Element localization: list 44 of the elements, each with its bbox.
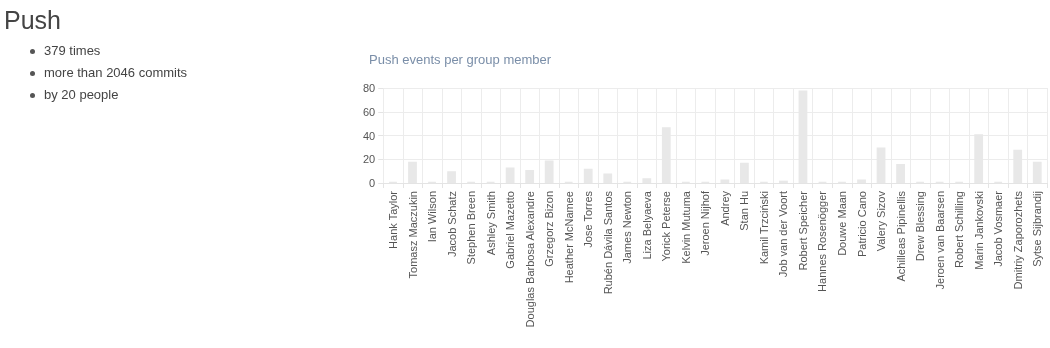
x-tick-label: Ian Wilson bbox=[426, 191, 439, 243]
x-tick-label: Job van der Voort bbox=[777, 191, 790, 278]
x-tick-label: Marin Jankovski bbox=[972, 191, 985, 270]
x-tick-label: Ashley Smith bbox=[484, 191, 497, 256]
x-tick-label: Robert Speicher bbox=[796, 190, 809, 271]
x-tick-label: Liza Belyaeva bbox=[640, 190, 653, 260]
x-tick-label: Andrey bbox=[718, 190, 731, 226]
x-tick-label: Valery Sizov bbox=[875, 190, 888, 252]
y-tick-label: 80 bbox=[362, 82, 376, 94]
x-tick-label: Patricio Cano bbox=[855, 191, 868, 258]
y-tick-label: 40 bbox=[362, 129, 376, 142]
x-tick-label: Heather McNamee bbox=[562, 191, 575, 284]
y-tick-label: 20 bbox=[362, 153, 376, 166]
x-tick-label: Douglas Barbosa Alexandre bbox=[523, 191, 536, 328]
x-tick-label: Jacob Schatz bbox=[445, 191, 458, 258]
y-tick-label: 60 bbox=[362, 105, 376, 118]
x-tick-label: Jeroen Nijhof bbox=[699, 190, 712, 256]
x-tick-label: Kamil Trzciński bbox=[757, 191, 770, 265]
text: 379 times bbox=[44, 42, 101, 60]
x-tick-label: Stan Hu bbox=[738, 191, 751, 231]
text: by 20 people bbox=[44, 86, 119, 104]
x-tick-label: Jose Torres bbox=[582, 190, 595, 248]
x-tick-label: Gabriel Mazetto bbox=[504, 191, 517, 269]
x-tick-label: Grzegorz Bizon bbox=[543, 191, 556, 267]
x-tick-label: Hank Taylor bbox=[387, 190, 399, 249]
x-tick-label: Rubén Dávila Santos bbox=[601, 190, 614, 295]
x-tick-label: Douwe Maan bbox=[836, 191, 849, 256]
x-tick-label: Robert Schilling bbox=[953, 191, 966, 269]
x-tick-label: Kelvin Mutuma bbox=[679, 190, 692, 264]
chart-subtitle: Push events per group member bbox=[369, 52, 552, 67]
x-tick-label: Tomasz Maczukin bbox=[406, 191, 419, 279]
text: more than 2046 commits bbox=[44, 64, 188, 82]
x-tick-label: Achilleas Pipinellis bbox=[894, 190, 907, 282]
x-tick-label: Hannes Rosenögger bbox=[816, 190, 829, 292]
x-tick-label: Sytse Sijbrandij bbox=[1031, 191, 1044, 267]
y-tick-label: 0 bbox=[369, 177, 376, 189]
x-tick-label: Yorick Peterse bbox=[660, 191, 673, 262]
x-tick-label: James Newton bbox=[621, 191, 634, 264]
text: Push bbox=[4, 6, 61, 35]
x-tick-label: Dmitriy Zaporozhets bbox=[1011, 190, 1024, 290]
x-tick-label: Jacob Vosmaer bbox=[992, 190, 1005, 267]
x-tick-label: Jeroen van Baarsen bbox=[933, 191, 946, 290]
x-tick-label: Stephen Breen bbox=[465, 191, 478, 265]
x-tick-label: Drew Blessing bbox=[914, 191, 927, 262]
